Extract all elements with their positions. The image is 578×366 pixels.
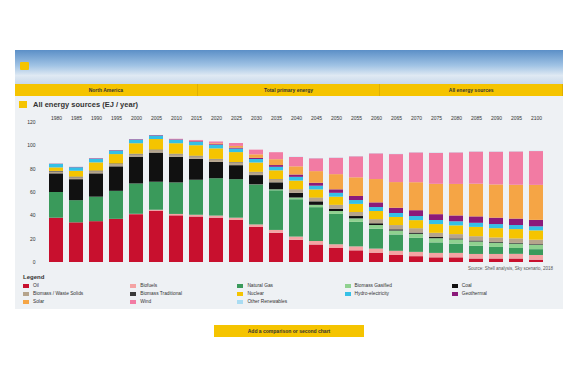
html-text:Oil: Oil bbox=[33, 283, 39, 288]
svg-text:2040: 2040 bbox=[291, 115, 302, 121]
svg-text:2010: 2010 bbox=[171, 115, 182, 121]
html-text:Solar: Solar bbox=[33, 299, 45, 304]
svg-text:80: 80 bbox=[30, 166, 36, 172]
svg-text:2085: 2085 bbox=[471, 115, 482, 121]
svg-text:2100: 2100 bbox=[531, 115, 542, 121]
svg-text:1980: 1980 bbox=[51, 115, 62, 121]
svg-text:2095: 2095 bbox=[511, 115, 522, 121]
html-text:Coal: Coal bbox=[461, 283, 472, 288]
html-text:All energy sources (EJ / year): All energy sources (EJ / year) bbox=[33, 100, 139, 109]
html-text:Other Renewables: Other Renewables bbox=[247, 299, 288, 304]
svg-text:60: 60 bbox=[30, 189, 36, 195]
svg-text:2070: 2070 bbox=[411, 115, 422, 121]
svg-text:2000: 2000 bbox=[131, 115, 142, 121]
svg-text:40: 40 bbox=[30, 212, 36, 218]
html-text:Legend: Legend bbox=[23, 274, 45, 280]
html-text:Wind: Wind bbox=[140, 299, 152, 304]
html-text:Biomass / Waste Solids: Biomass / Waste Solids bbox=[33, 291, 84, 296]
svg-text:2055: 2055 bbox=[351, 115, 362, 121]
html-text:Source: Shell analysis, Sky sc: Source: Shell analysis, Sky scenario, 20… bbox=[468, 266, 553, 271]
html-text:North America: North America bbox=[88, 87, 123, 93]
html-text:Biomass Traditional: Biomass Traditional bbox=[140, 291, 182, 296]
svg-text:1985: 1985 bbox=[71, 115, 82, 121]
svg-text:2045: 2045 bbox=[311, 115, 322, 121]
svg-text:1990: 1990 bbox=[91, 115, 102, 121]
html-text:Hydro-electricity: Hydro-electricity bbox=[354, 291, 389, 296]
svg-text:2090: 2090 bbox=[491, 115, 502, 121]
html-text:Add a comparison or second cha: Add a comparison or second chart bbox=[247, 328, 331, 334]
html-text:Geothermal: Geothermal bbox=[461, 291, 487, 296]
svg-text:2075: 2075 bbox=[431, 115, 442, 121]
html-text:Biofuels: Biofuels bbox=[140, 283, 158, 288]
svg-text:2025: 2025 bbox=[231, 115, 242, 121]
html-text:Total primary energy: Total primary energy bbox=[264, 87, 313, 93]
svg-text:2030: 2030 bbox=[251, 115, 262, 121]
svg-text:2080: 2080 bbox=[451, 115, 462, 121]
svg-text:2020: 2020 bbox=[211, 115, 222, 121]
svg-text:2015: 2015 bbox=[191, 115, 202, 121]
svg-text:120: 120 bbox=[27, 119, 36, 125]
html-text:Natural Gas: Natural Gas bbox=[247, 283, 273, 288]
svg-text:0: 0 bbox=[33, 259, 36, 265]
svg-text:2060: 2060 bbox=[371, 115, 382, 121]
svg-text:20: 20 bbox=[30, 236, 36, 242]
html-text:Biomass Gasified: Biomass Gasified bbox=[354, 283, 392, 288]
svg-text:2035: 2035 bbox=[271, 115, 282, 121]
svg-text:2065: 2065 bbox=[391, 115, 402, 121]
html-text:Nuclear: Nuclear bbox=[247, 291, 264, 296]
svg-text:1995: 1995 bbox=[111, 115, 122, 121]
svg-text:2005: 2005 bbox=[151, 115, 162, 121]
svg-text:100: 100 bbox=[27, 142, 36, 148]
svg-text:2050: 2050 bbox=[331, 115, 342, 121]
html-text:All energy sources: All energy sources bbox=[448, 87, 494, 93]
